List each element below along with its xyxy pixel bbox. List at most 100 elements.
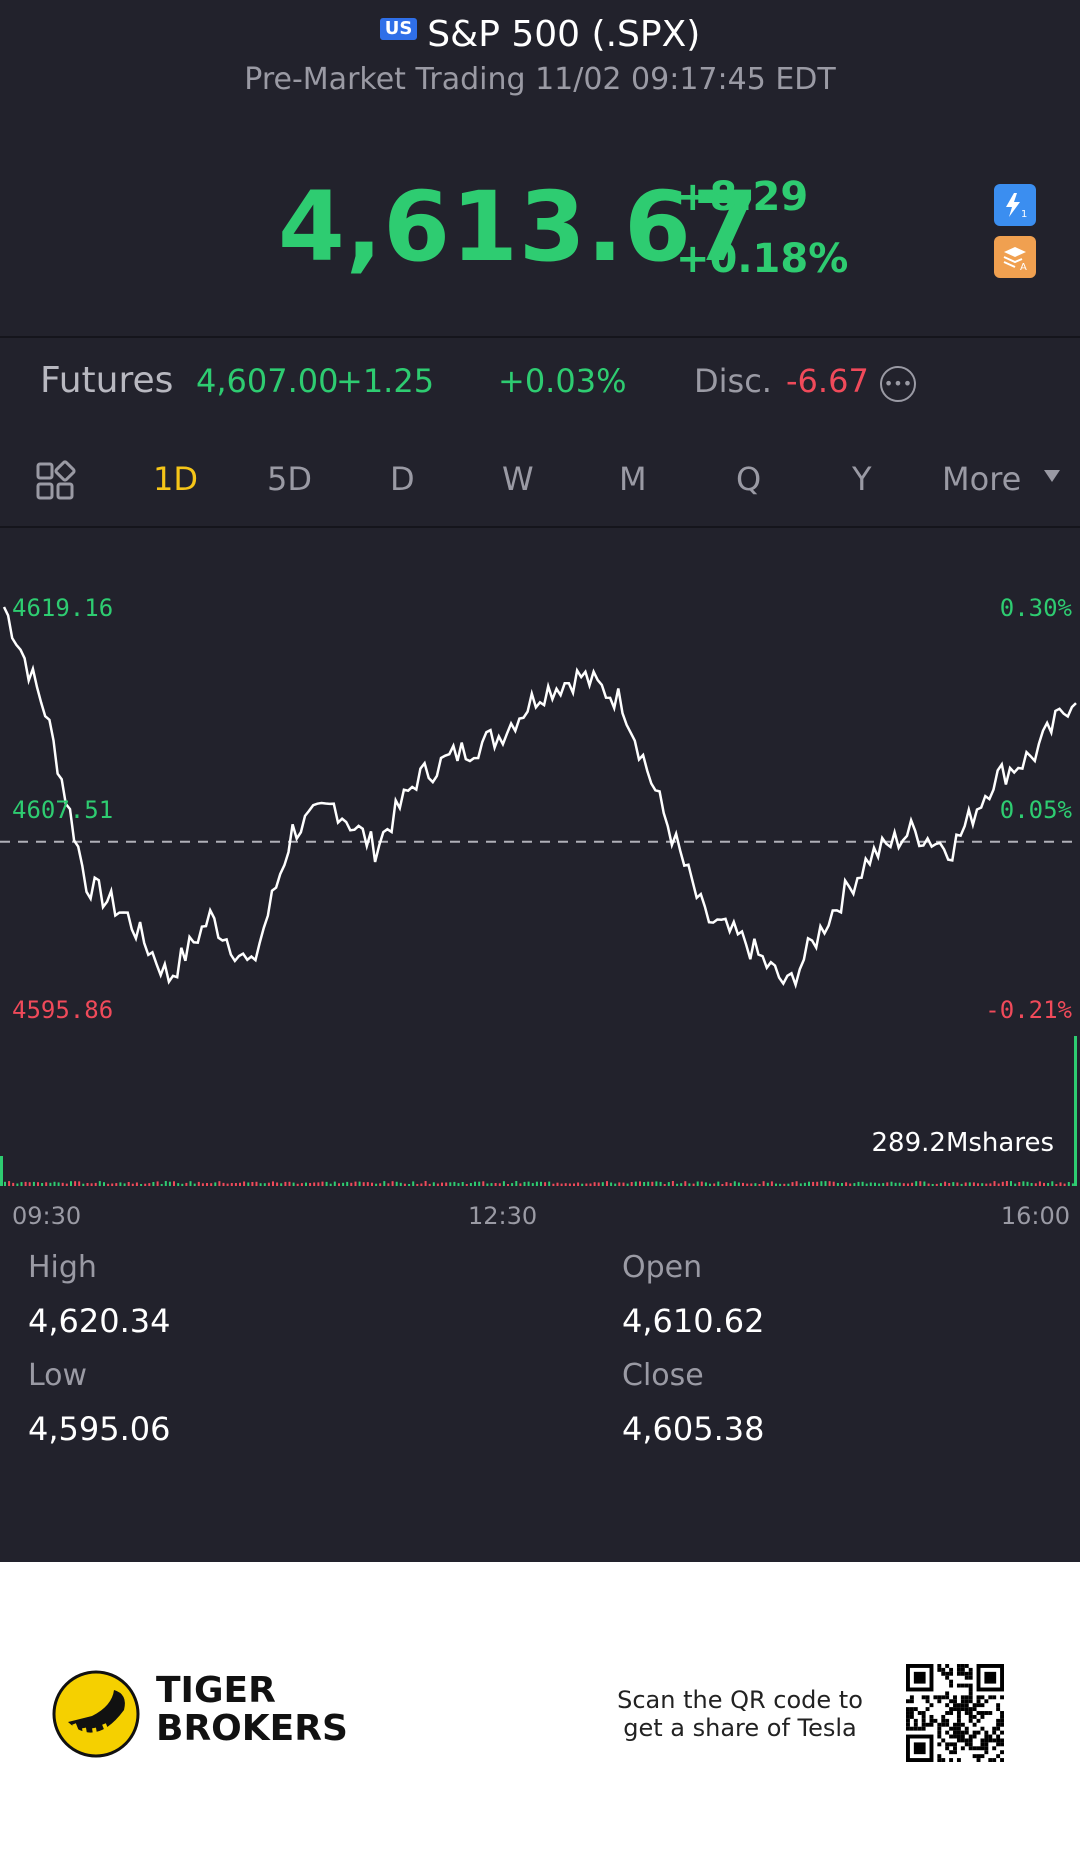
- volume-bar: [445, 1182, 448, 1186]
- volume-bar: [762, 1181, 765, 1186]
- volume-bar: [189, 1181, 192, 1186]
- tab-w[interactable]: W: [502, 460, 534, 498]
- volume-bar: [902, 1183, 905, 1186]
- volume-bar: [321, 1181, 324, 1186]
- volume-bar: [498, 1183, 501, 1186]
- volume-bar: [177, 1183, 180, 1186]
- volume-bar: [371, 1182, 373, 1186]
- volume-bar: [560, 1183, 563, 1186]
- low-value: 4,595.06: [28, 1410, 171, 1448]
- volume-bar: [98, 1181, 101, 1186]
- volume-bar: [288, 1181, 291, 1186]
- volume-bar: [527, 1181, 530, 1186]
- volume-bar: [1026, 1181, 1029, 1186]
- tab-more[interactable]: More: [942, 460, 1022, 498]
- volume-bar: [552, 1183, 555, 1186]
- y-label-pct-mid: 0.05%: [999, 796, 1072, 824]
- volume-bar: [820, 1181, 823, 1186]
- y-label-mid: 4607.51: [12, 796, 114, 824]
- volume-bar: [354, 1181, 357, 1186]
- volume-bar: [643, 1182, 646, 1186]
- brand-line-2: BROKERS: [156, 1708, 348, 1749]
- volume-bar: [865, 1183, 868, 1186]
- volume-bar: [474, 1181, 476, 1186]
- volume-bar: [358, 1181, 361, 1186]
- volume-bar: [391, 1181, 394, 1186]
- volume-bar: [890, 1181, 893, 1186]
- volume-bar: [894, 1182, 897, 1186]
- volume-bar: [4, 1181, 6, 1186]
- tab-y[interactable]: Y: [852, 460, 872, 498]
- futures-value: 4,607.00: [196, 362, 339, 400]
- tab-m[interactable]: M: [619, 460, 647, 498]
- price-change-percent: +0.18%: [676, 236, 849, 282]
- volume-bar: [507, 1184, 509, 1186]
- volume-bar: [573, 1183, 575, 1186]
- volume-bar: [799, 1183, 802, 1186]
- volume-bar: [140, 1184, 143, 1186]
- volume-bar: [82, 1183, 85, 1186]
- volume-bar: [416, 1184, 419, 1186]
- tab-1d[interactable]: 1D: [153, 460, 198, 498]
- volume-bar: [663, 1184, 666, 1186]
- volume-bar: [791, 1182, 794, 1186]
- volume-bar: [964, 1182, 967, 1186]
- volume-bar: [651, 1181, 654, 1186]
- lightning-icon[interactable]: 1: [994, 184, 1036, 226]
- volume-bar: [519, 1183, 522, 1186]
- price-series-line: [2, 606, 1077, 990]
- volume-bar: [152, 1182, 155, 1186]
- y-label-high: 4619.16: [12, 594, 114, 622]
- price-change: +8.29: [676, 174, 809, 220]
- layout-grid-icon[interactable]: [36, 460, 76, 500]
- volume-bar: [1067, 1182, 1070, 1186]
- volume-bar: [148, 1183, 151, 1186]
- futures-row[interactable]: Futures 4,607.00 +1.25 +0.03% Disc. -6.6…: [0, 338, 1080, 428]
- volume-bar: [123, 1183, 126, 1186]
- volume-bar: [412, 1181, 415, 1186]
- volume-bar: [647, 1181, 650, 1186]
- price-chart-svg: [0, 606, 1080, 1186]
- intraday-chart[interactable]: 4619.16 4607.51 4595.86 0.30% 0.05% -0.2…: [0, 528, 1080, 1244]
- volume-bar: [676, 1183, 679, 1186]
- volume-bar: [585, 1183, 588, 1186]
- chevron-down-icon[interactable]: [1044, 470, 1060, 482]
- volume-bar: [869, 1182, 872, 1186]
- tab-5d[interactable]: 5D: [267, 460, 312, 498]
- volume-bar: [131, 1183, 134, 1186]
- volume-bar: [634, 1181, 637, 1186]
- volume-bar: [486, 1183, 489, 1186]
- volume-bar: [742, 1182, 744, 1186]
- volume-bar: [713, 1183, 716, 1186]
- volume-bar: [989, 1183, 992, 1186]
- volume-bar: [436, 1183, 439, 1186]
- volume-bar: [535, 1181, 538, 1186]
- last-price: 4,613.67: [278, 171, 760, 283]
- svg-text:1: 1: [1021, 209, 1027, 220]
- volume-bar: [127, 1182, 130, 1186]
- volume-bar: [230, 1183, 233, 1186]
- volume-bar: [828, 1181, 831, 1186]
- volume-bar: [276, 1182, 279, 1186]
- volume-bar: [74, 1181, 77, 1186]
- high-label: High: [28, 1250, 97, 1285]
- volume-bar: [688, 1183, 691, 1186]
- volume-bar: [692, 1183, 695, 1186]
- volume-bar: [325, 1181, 328, 1186]
- tab-d[interactable]: D: [390, 460, 415, 498]
- volume-bar: [115, 1183, 118, 1186]
- volume-bar: [333, 1181, 336, 1186]
- volume-bar: [832, 1181, 835, 1186]
- futures-label: Futures: [40, 360, 174, 401]
- tab-q[interactable]: Q: [736, 460, 762, 498]
- volume-bar: [24, 1181, 27, 1186]
- volume-bar: [803, 1182, 806, 1186]
- qr-code-icon[interactable]: [906, 1664, 1004, 1762]
- more-options-icon[interactable]: •••: [880, 366, 916, 402]
- stack-icon[interactable]: A: [994, 236, 1036, 278]
- volume-bar: [808, 1181, 810, 1186]
- volume-bar: [956, 1182, 959, 1186]
- volume-bar: [379, 1183, 382, 1186]
- volume-bar: [729, 1183, 732, 1186]
- volume-bar: [49, 1182, 52, 1186]
